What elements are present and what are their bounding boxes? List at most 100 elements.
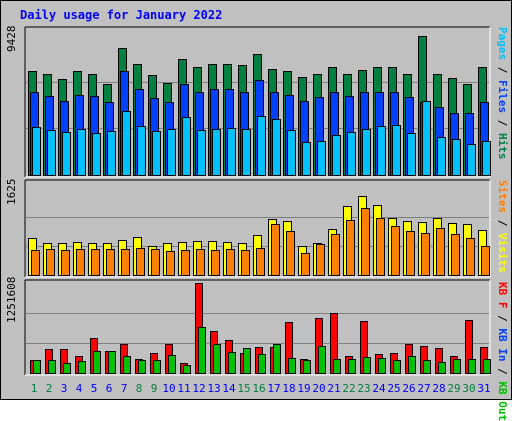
kb-in-bar-day-1 — [33, 360, 41, 374]
x-label-day-23: 23 — [357, 382, 370, 395]
kb-in-bar-day-11 — [183, 365, 191, 374]
legend-bottom: KB F / KB In / KB Out — [496, 282, 509, 421]
bottom-ymax-label: 1251608 — [5, 276, 18, 323]
x-label-day-11: 11 — [177, 382, 190, 395]
sites-bar-day-20 — [316, 244, 325, 276]
kb-in-bar-day-6 — [108, 351, 116, 374]
x-label-day-30: 30 — [462, 382, 475, 395]
sites-bar-day-29 — [451, 234, 460, 276]
sites-bar-day-10 — [166, 251, 175, 276]
kb-in-bar-day-2 — [48, 360, 56, 374]
kb-in-bar-day-26 — [408, 356, 416, 374]
pages-bar-day-31 — [482, 141, 491, 176]
pages-bar-day-27 — [422, 101, 431, 176]
sites-bar-day-19 — [301, 253, 310, 276]
pages-bar-day-23 — [362, 129, 371, 176]
x-label-day-17: 17 — [267, 382, 280, 395]
legend-top: Pages / Files / Hits — [496, 27, 509, 160]
pages-bar-day-21 — [332, 135, 341, 176]
kb-in-bar-day-8 — [138, 360, 146, 374]
x-label-day-16: 16 — [252, 382, 265, 395]
chart-title: Daily usage for January 2022 — [20, 8, 223, 22]
legend-middle: Sites / Visits — [496, 180, 509, 273]
kb-in-bar-day-31 — [483, 359, 491, 374]
pages-bar-day-17 — [272, 119, 281, 176]
kb-in-bar-day-28 — [438, 362, 446, 374]
kb-in-bar-day-14 — [228, 352, 236, 374]
pages-bar-day-2 — [47, 130, 56, 176]
sites-bar-day-1 — [31, 250, 40, 276]
sites-bar-day-9 — [151, 249, 160, 276]
legend-bottom-part-1: / — [496, 308, 509, 329]
legend-top-part-4: Hits — [496, 133, 509, 160]
pages-bar-day-10 — [167, 129, 176, 176]
kb-in-bar-day-30 — [468, 359, 476, 374]
kb-in-bar-day-27 — [423, 360, 431, 374]
sites-bar-day-24 — [376, 218, 385, 276]
kb-in-bar-day-18 — [288, 358, 296, 374]
sites-bar-day-22 — [346, 220, 355, 276]
sites-bar-day-7 — [121, 249, 130, 276]
x-label-day-28: 28 — [432, 382, 445, 395]
pages-bar-day-8 — [137, 126, 146, 176]
x-label-day-26: 26 — [402, 382, 415, 395]
legend-top-part-2: Files — [496, 80, 509, 114]
sites-bar-day-25 — [391, 226, 400, 276]
pages-bar-day-30 — [467, 144, 476, 176]
kb-in-bar-day-20 — [318, 346, 326, 374]
sites-bar-day-14 — [226, 249, 235, 276]
pages-bar-day-15 — [242, 129, 251, 176]
sites-bar-day-23 — [361, 208, 370, 276]
pages-bar-day-14 — [227, 128, 236, 176]
x-label-day-1: 1 — [31, 382, 38, 395]
x-label-day-12: 12 — [192, 382, 205, 395]
sites-bar-day-15 — [241, 250, 250, 276]
x-label-day-19: 19 — [297, 382, 310, 395]
kb-in-bar-day-25 — [393, 360, 401, 374]
x-label-day-20: 20 — [312, 382, 325, 395]
pages-bar-day-3 — [62, 132, 71, 176]
x-label-day-8: 8 — [136, 382, 143, 395]
sites-bar-day-3 — [61, 250, 70, 276]
pages-bar-day-26 — [407, 133, 416, 176]
kb-in-bar-day-10 — [168, 355, 176, 374]
kb-in-bar-day-15 — [243, 348, 251, 374]
sites-bar-day-28 — [436, 228, 445, 276]
kb-in-bar-day-7 — [123, 356, 131, 374]
x-label-day-4: 4 — [76, 382, 83, 395]
kb-in-bar-day-3 — [63, 363, 71, 374]
pages-bar-day-29 — [452, 139, 461, 176]
sites-bar-day-31 — [481, 246, 490, 276]
x-label-day-18: 18 — [282, 382, 295, 395]
kb-in-bar-day-22 — [348, 359, 356, 374]
kb-in-bar-day-21 — [333, 359, 341, 374]
pages-bar-day-19 — [302, 142, 311, 176]
pages-bar-day-16 — [257, 116, 266, 176]
sites-bar-day-27 — [421, 233, 430, 276]
legend-middle-part-1: / — [496, 213, 509, 233]
middle-ymax-label: 1625 — [5, 178, 18, 206]
x-label-day-5: 5 — [91, 382, 98, 395]
kb-in-bar-day-17 — [273, 344, 281, 374]
sites-bar-day-21 — [331, 234, 340, 276]
usage-chart: 1 2 3 4 5 6 7 8 9 10 11 12 13 14 15 16 17 18 19 20 21 22 23 24 2… — [24, 26, 491, 395]
sites-bar-day-30 — [466, 238, 475, 276]
kb-in-bar-day-16 — [258, 354, 266, 374]
x-label-day-21: 21 — [327, 382, 340, 395]
pages-bar-day-22 — [347, 132, 356, 176]
x-label-day-31: 31 — [477, 382, 490, 395]
kb-in-bar-day-9 — [153, 360, 161, 374]
sites-bar-day-17 — [271, 224, 280, 276]
legend-bottom-part-0: KB F — [496, 282, 509, 309]
sites-bar-day-11 — [181, 250, 190, 276]
x-label-day-27: 27 — [417, 382, 430, 395]
kb-in-bar-day-12 — [198, 327, 206, 374]
sites-bar-day-13 — [211, 250, 220, 276]
pages-bar-day-5 — [92, 133, 101, 176]
sites-bar-day-26 — [406, 231, 415, 276]
x-label-day-22: 22 — [342, 382, 355, 395]
kb-in-bar-day-29 — [453, 359, 461, 374]
legend-top-part-0: Pages — [496, 27, 509, 61]
sites-bar-day-4 — [76, 249, 85, 276]
sites-bar-day-16 — [256, 248, 265, 276]
